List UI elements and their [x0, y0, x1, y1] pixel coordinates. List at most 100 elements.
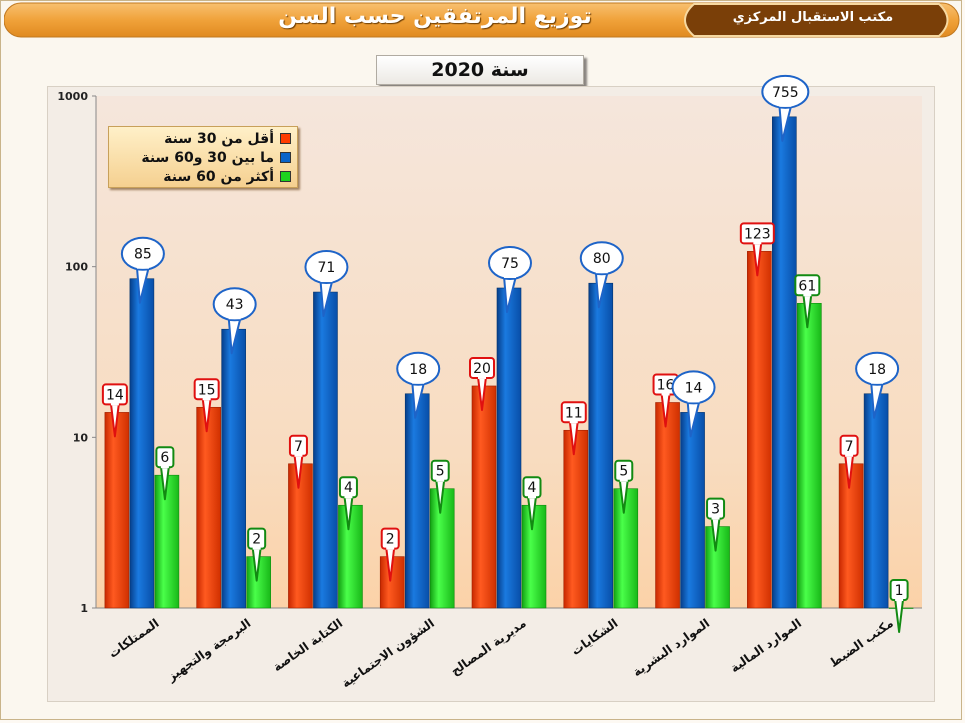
bar: [338, 504, 363, 609]
data-callout-bubble: [671, 370, 716, 405]
data-label: 85: [134, 247, 152, 263]
bar: [496, 287, 522, 609]
bar: [863, 393, 889, 609]
data-callout-bubble: [761, 74, 810, 109]
year-box: سنة 2020: [376, 55, 584, 85]
data-label: 3: [711, 502, 720, 518]
data-label: 755: [772, 85, 799, 101]
data-callout-joint: [478, 374, 486, 379]
category-label: الموارد المالية: [728, 616, 805, 676]
data-callout-bubble: [212, 287, 257, 322]
data-label: 16: [657, 377, 675, 393]
data-label: 123: [744, 226, 771, 242]
bar: [429, 488, 455, 609]
data-callout-joint: [779, 102, 792, 107]
data-callout-joint: [412, 379, 425, 384]
legend-label: ما بين 30 و60 سنة: [141, 149, 274, 166]
data-callout-joint: [569, 419, 578, 424]
data-callout-joint: [320, 278, 333, 283]
data-callout-bubble: [396, 351, 441, 386]
legend-item-under30: أقل من 30 سنة: [115, 129, 291, 148]
data-callout-joint: [110, 401, 119, 406]
data-callout-joint: [711, 515, 720, 520]
data-label: 75: [501, 256, 519, 272]
office-badge: [684, 3, 949, 37]
category-label: مديرية المصالح: [448, 616, 528, 678]
y-tick-label: 1: [80, 602, 88, 615]
bar: [563, 429, 589, 609]
data-callout-joint: [528, 494, 536, 499]
page-title: توزيع المرتفقين حسب السن: [278, 4, 592, 29]
chart-legend: أقل من 30 سنة ما بين 30 و60 سنة أكثر من …: [108, 126, 298, 188]
data-label: 71: [318, 260, 336, 276]
data-callout-joint: [504, 273, 516, 278]
data-callout-joint: [436, 477, 445, 482]
bar: [747, 251, 772, 609]
data-callout-joint: [595, 269, 608, 274]
year-label: سنة 2020: [431, 59, 529, 81]
data-label: 5: [436, 464, 445, 480]
data-callout-pointer: [894, 598, 905, 633]
category-label: مكتب الضبط: [827, 616, 896, 670]
bar: [404, 393, 430, 609]
data-label: 2: [386, 532, 395, 548]
y-tick-label: 1000: [57, 90, 88, 103]
data-label: 14: [106, 387, 124, 403]
bar: [838, 463, 864, 609]
legend-item-over60: أكثر من 60 سنة: [115, 167, 291, 186]
category-label: الشؤون الاجتماعية: [339, 616, 438, 691]
data-callout-joint: [753, 240, 762, 245]
data-callout-bubble: [304, 250, 349, 285]
data-label: 4: [344, 480, 353, 496]
data-label: 2: [252, 532, 261, 548]
bar: [680, 412, 705, 609]
category-label: الكتابة الخاصة: [270, 616, 345, 674]
data-callout-bubble: [579, 241, 624, 276]
data-callout-joint: [202, 396, 211, 401]
y-tick-label: 10: [73, 431, 89, 444]
bar: [588, 282, 614, 609]
data-label: 1: [895, 583, 904, 599]
data-label: 18: [868, 362, 886, 378]
office-name: مكتب الاستقبال المركزي: [732, 10, 894, 25]
bar: [129, 278, 155, 609]
data-callout-joint: [687, 398, 700, 403]
data-label: 4: [528, 480, 537, 496]
data-label: 14: [685, 380, 703, 396]
bar: [797, 303, 822, 609]
category-label: البرمجة والتجهيز: [164, 616, 254, 685]
data-callout-joint: [160, 464, 169, 469]
data-callout-joint: [228, 315, 241, 320]
data-callout-joint: [803, 292, 812, 297]
y-tick-label: 100: [65, 261, 88, 274]
legend-swatch-red: [280, 133, 291, 144]
data-callout-joint: [136, 264, 149, 269]
legend-label: أكثر من 60 سنة: [163, 168, 274, 185]
bar: [521, 504, 547, 609]
data-label: 43: [226, 297, 244, 313]
bar: [613, 488, 639, 609]
data-callout-bubble: [855, 351, 900, 386]
category-label: الشكايات: [569, 616, 621, 658]
data-label: 6: [160, 450, 169, 466]
legend-swatch-blue: [280, 152, 291, 163]
data-callout-bubble: [488, 245, 532, 280]
data-callout-joint: [252, 545, 261, 550]
data-label: 7: [294, 439, 303, 455]
data-callout-joint: [386, 545, 395, 550]
bar: [196, 406, 221, 609]
bar: [313, 291, 338, 609]
bar: [288, 463, 313, 609]
data-label: 61: [798, 278, 816, 294]
data-callout-bubble: [120, 236, 165, 271]
bar: [154, 474, 180, 609]
data-label: 80: [593, 251, 611, 267]
bar: [772, 116, 797, 609]
bar: [471, 385, 497, 609]
data-label: 7: [845, 439, 854, 455]
legend-label: أقل من 30 سنة: [164, 130, 274, 147]
data-label: 18: [409, 362, 427, 378]
data-callout-joint: [895, 597, 904, 601]
data-label: 20: [473, 361, 491, 377]
